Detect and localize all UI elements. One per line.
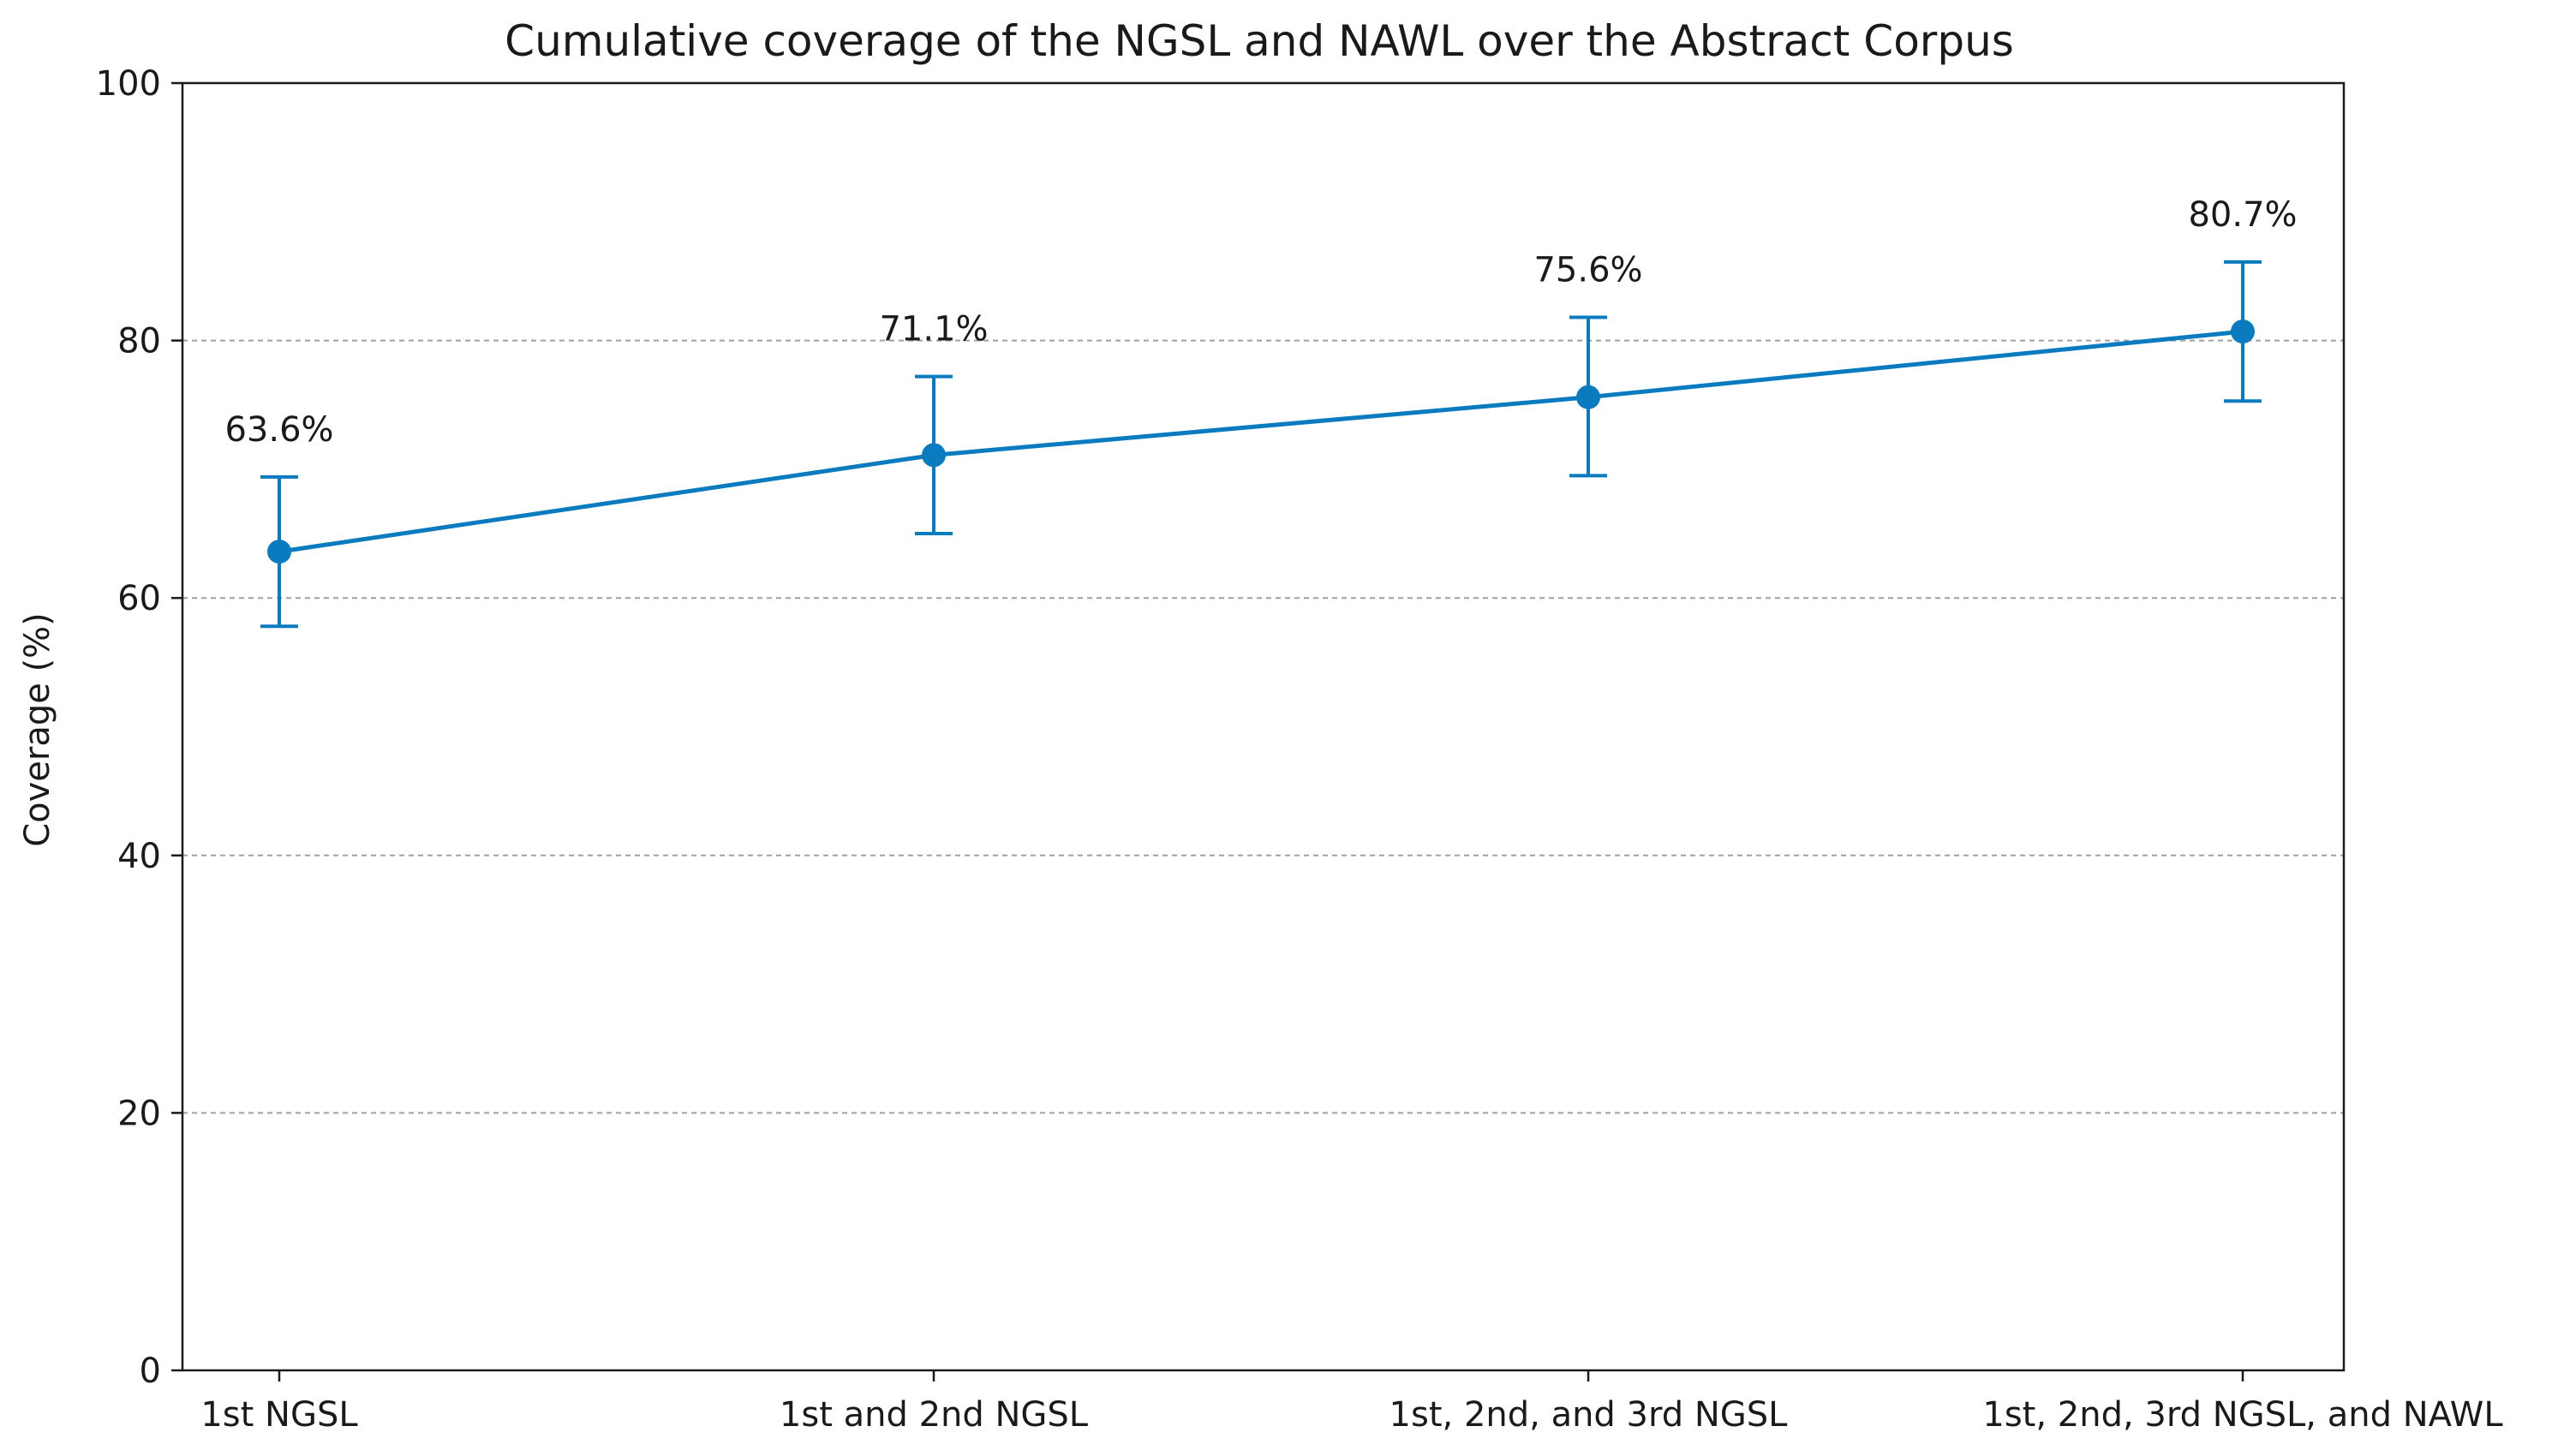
data-point bbox=[922, 443, 946, 468]
data-point bbox=[2231, 319, 2255, 344]
y-axis-label: Coverage (%) bbox=[18, 612, 57, 847]
data-point bbox=[1576, 385, 1600, 409]
series-coverage bbox=[260, 260, 2262, 629]
y-tick-label: 80 bbox=[117, 322, 161, 361]
y-tick-label: 60 bbox=[117, 579, 161, 618]
x-tick-label: 1st, 2nd, 3rd NGSL, and NAWL bbox=[1982, 1395, 2503, 1435]
y-tick-label: 0 bbox=[140, 1352, 161, 1391]
data-label: 71.1% bbox=[879, 310, 988, 349]
data-point bbox=[267, 540, 291, 564]
x-tick-label: 1st NGSL bbox=[200, 1395, 358, 1435]
y-axis-ticks: 0 20 40 60 80 100 bbox=[96, 64, 182, 1391]
x-axis-ticks: 1st NGSL 1st and 2nd NGSL 1st, 2nd, and 3r… bbox=[200, 1370, 2503, 1435]
x-tick-label: 1st, 2nd, and 3rd NGSL bbox=[1390, 1395, 1789, 1435]
y-tick-label: 40 bbox=[117, 837, 161, 876]
data-labels: 63.6% 71.1% 75.6% 80.7% bbox=[224, 195, 2297, 450]
grid-lines bbox=[182, 339, 2344, 1114]
x-tick-label: 1st and 2nd NGSL bbox=[780, 1395, 1089, 1435]
data-label: 75.6% bbox=[1533, 251, 1642, 290]
series-line-coverage bbox=[278, 329, 2244, 554]
data-label: 63.6% bbox=[224, 410, 333, 450]
chart-title: Cumulative coverage of the NGSL and NAWL… bbox=[505, 16, 2014, 66]
plot-area-frame bbox=[181, 81, 2346, 1372]
data-label: 80.7% bbox=[2188, 195, 2297, 235]
y-tick-label: 20 bbox=[117, 1094, 161, 1133]
y-tick-label: 100 bbox=[96, 64, 161, 104]
